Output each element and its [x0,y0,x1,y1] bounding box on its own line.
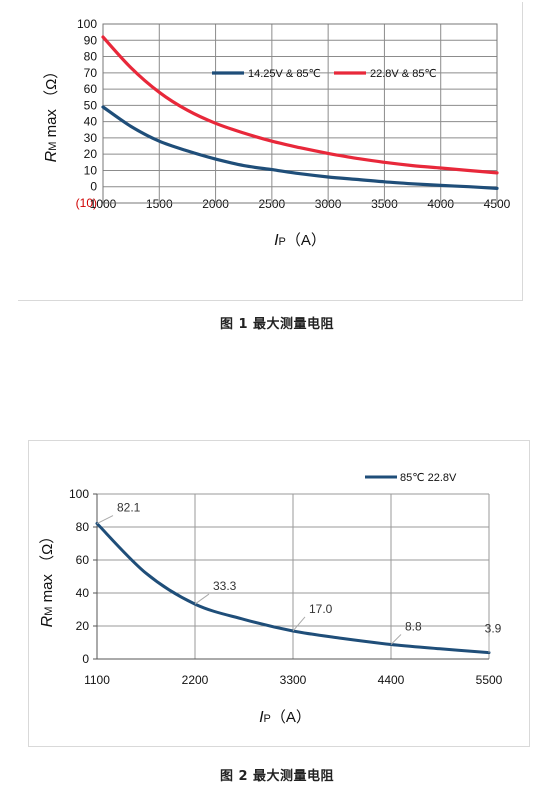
y-tick-label: 30 [84,131,98,145]
chart-2-caption: 图 2 最大测量电阻 [219,769,335,784]
legend-label-1: 14.25V & 85℃ [248,68,321,80]
legend-label-1: 85℃ 22.8V [400,472,457,484]
data-label-leader [194,593,210,605]
data-label-leader [96,515,114,524]
x-tick-label: 1500 [146,197,173,211]
y-tick-label: 80 [84,50,98,64]
series-line-1 [95,522,491,655]
x-tick-label: 1100 [84,673,110,687]
y-tick-label: 70 [84,66,98,80]
x-tick-label: 2200 [182,673,209,687]
chart-1-caption: 图 1 最大测量电阻 [219,317,335,332]
x-tick-label: 4000 [427,197,454,211]
x-tick-label: 3000 [315,197,342,211]
chart-1: (10) 0 10 20 30 40 50 60 70 80 90 100 1000 1500 2000 25… [43,17,511,249]
x-tick-label: 2000 [202,197,229,211]
chart-1-frame [18,2,523,301]
data-label-leader [390,634,402,645]
y-tick-label: 80 [76,520,90,534]
y-tick-label: 10 [84,163,98,177]
data-label: 33.3 [213,579,237,593]
y-tick-label: 50 [84,98,98,112]
x-tick-label: 2500 [259,197,286,211]
plot-area [102,23,498,204]
y-tick-label: 100 [77,17,97,31]
x-tick-label: 3300 [280,673,307,687]
x-axis-label: IP（A） [259,709,311,726]
y-tick-label: 0 [90,180,97,194]
y-axis-label: RM max （Ω） [43,64,60,163]
y-tick-label: 0 [82,652,89,666]
data-label-leader [292,616,306,632]
y-tick-label: (10) [76,196,97,210]
series-line-2 [101,35,499,175]
series-line-1 [101,105,499,190]
y-tick-label: 60 [84,82,98,96]
data-label: 82.1 [117,501,141,515]
x-tick-label: 5500 [476,673,503,687]
data-label: 3.9 [485,622,502,636]
y-tick-label: 20 [84,147,98,161]
y-tick-label: 90 [84,33,98,47]
y-tick-label: 60 [76,553,90,567]
y-tick-label: 100 [69,487,89,501]
y-axis-label: RM max （Ω） [39,529,56,628]
legend-label-2: 22.8V & 85℃ [370,68,437,80]
x-tick-label: 4400 [378,673,405,687]
y-tick-label: 40 [76,586,90,600]
data-label: 8.8 [405,619,422,633]
legend: 14.25V & 85℃ 22.8V & 85℃ [212,68,437,80]
data-label: 17.0 [309,602,333,616]
y-tick-label: 40 [84,115,98,129]
x-tick-label: 4500 [484,197,511,211]
y-tick-label: 20 [76,619,90,633]
x-axis-label: IP（A） [274,232,326,249]
x-tick-label: 1000 [90,197,117,211]
x-tick-label: 3500 [371,197,398,211]
